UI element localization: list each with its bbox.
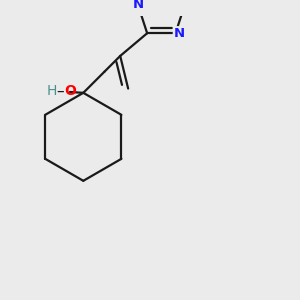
Text: N: N <box>173 27 184 40</box>
Text: H: H <box>47 84 58 98</box>
Text: –: – <box>56 84 64 99</box>
Text: O: O <box>64 84 76 98</box>
Text: N: N <box>133 0 144 11</box>
